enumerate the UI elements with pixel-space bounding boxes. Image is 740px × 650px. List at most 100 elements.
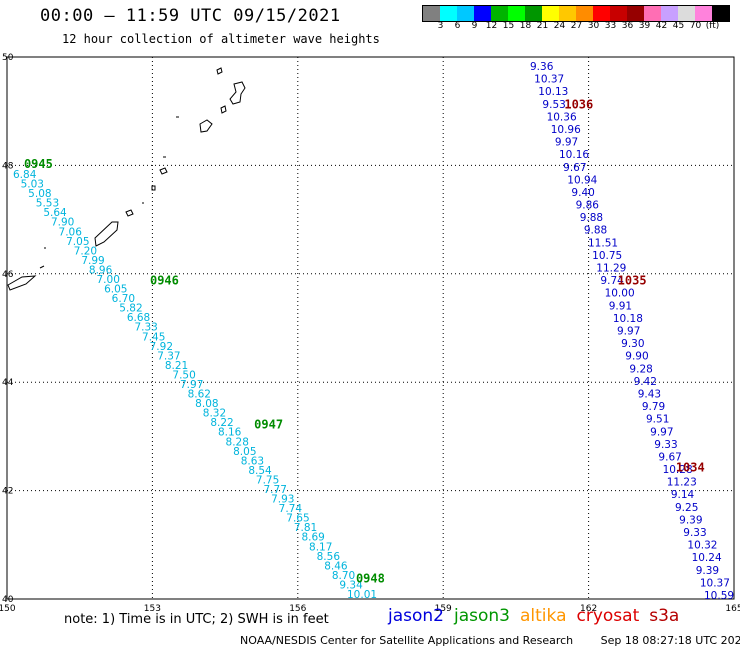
wave-height-value: 5.82 — [119, 303, 142, 315]
wave-height-value: 7.33 — [134, 322, 157, 334]
wave-height-value: 7.74 — [279, 503, 303, 515]
lat-tick-label: 44 — [2, 378, 14, 388]
wave-height-value: 8.69 — [301, 532, 324, 544]
lon-tick-label: 150 — [0, 604, 16, 614]
colorbar-label: 15 — [502, 21, 515, 31]
map-frame — [6, 56, 735, 600]
wave-height-value: 8.63 — [241, 455, 264, 467]
wave-height-value: 10.75 — [592, 250, 622, 262]
wave-height-value: 5.53 — [36, 198, 59, 210]
time-label: 0945 — [24, 157, 53, 171]
wave-height-value: 9.39 — [679, 514, 702, 526]
wave-height-value: 7.97 — [180, 379, 203, 391]
legend-s3a: s3a — [649, 606, 680, 626]
island-13 — [39, 265, 45, 269]
wave-height-value: 9.43 — [638, 388, 661, 400]
wave-height-value: 9.51 — [646, 414, 669, 426]
credit-text: NOAA/NESDIS Center for Satellite Applica… — [240, 634, 574, 647]
wave-height-value: 9.97 — [617, 326, 640, 338]
island-10 — [125, 209, 134, 217]
wave-height-value: 10.96 — [551, 124, 581, 136]
wave-height-value: 8.21 — [165, 360, 188, 372]
island-2 — [229, 81, 246, 105]
wave-height-value: 7.81 — [294, 522, 317, 534]
wave-height-value: 7.92 — [150, 341, 173, 353]
wave-height-value: 10.16 — [559, 149, 589, 161]
wave-height-value: 8.28 — [226, 436, 249, 448]
wave-height-value: 8.05 — [233, 446, 256, 458]
wave-height-value: 6.70 — [112, 293, 135, 305]
colorbar-swatch — [712, 6, 729, 21]
wave-height-value: 10.13 — [538, 86, 568, 98]
colorbar-swatch — [491, 6, 508, 21]
wave-height-value: 10.01 — [347, 589, 377, 601]
wave-height-value: 6.05 — [104, 284, 127, 296]
colorbar-swatch — [678, 6, 695, 21]
wave-height-value: 9.74 — [600, 275, 624, 287]
colorbar-swatch — [593, 6, 610, 21]
wave-height-value: 7.37 — [157, 350, 180, 362]
wave-height-value: 7.99 — [81, 255, 104, 267]
wave-height-value: 10.94 — [567, 174, 597, 186]
time-label: 0946 — [150, 274, 179, 288]
wave-height-value: 9.30 — [621, 338, 644, 350]
colorbar-label: 12 — [485, 21, 498, 31]
wave-height-value: 10.24 — [692, 552, 722, 564]
time-label: 1035 — [618, 274, 647, 288]
legend-jason3: jason3 — [454, 606, 510, 626]
wave-height-value: 5.03 — [21, 179, 44, 191]
lon-tick-label: 162 — [580, 604, 597, 614]
wave-height-value: 8.46 — [324, 560, 348, 572]
wave-height-value: 10.18 — [613, 313, 643, 325]
island-7 — [159, 167, 168, 175]
wave-height-value: 9.67 — [658, 451, 681, 463]
colorbar-swatch — [627, 6, 644, 21]
lat-tick-label: 42 — [2, 487, 13, 497]
lat-tick-label: 50 — [2, 53, 14, 63]
colorbar-swatch — [440, 6, 457, 21]
wave-height-value: 7.93 — [271, 494, 294, 506]
wave-height-value: 5.64 — [43, 207, 67, 219]
lon-tick-label: 153 — [144, 604, 161, 614]
satellite-legend: jason2 jason3 altika cryosat s3a — [388, 606, 689, 626]
wave-height-value: 9.33 — [683, 527, 706, 539]
wave-height-value: 9.14 — [671, 489, 695, 501]
wave-height-value: 9.88 — [584, 225, 607, 237]
wave-height-value: 8.96 — [89, 264, 113, 276]
wave-height-value: 9.86 — [576, 200, 600, 212]
colorbar-swatch — [576, 6, 593, 21]
colorbar-label: 33 — [604, 21, 617, 31]
colorbar-label: 21 — [536, 21, 549, 31]
wave-height-value: 8.70 — [332, 570, 355, 582]
wave-height-value: 6.84 — [13, 169, 37, 181]
wave-height-value: 7.65 — [286, 513, 309, 525]
legend-jason2: jason2 — [388, 606, 444, 626]
lon-tick-label: 159 — [435, 604, 452, 614]
wave-height-value: 7.90 — [51, 217, 74, 229]
wave-height-value: 9.79 — [642, 401, 665, 413]
island-4 — [199, 119, 213, 133]
colorbar-label: 30 — [587, 21, 600, 31]
wave-height-value: 8.22 — [210, 417, 233, 429]
wave-height-value: 7.06 — [59, 226, 83, 238]
wave-height-value: 9.67 — [563, 162, 586, 174]
colorbar-swatch — [474, 6, 491, 21]
colorbar-swatch — [457, 6, 474, 21]
coastline — [7, 67, 246, 291]
wave-height-value: 10.36 — [547, 111, 577, 123]
page-subtitle: 12 hour collection of altimeter wave hei… — [62, 32, 380, 46]
footer: NOAA/NESDIS Center for Satellite Applica… — [240, 634, 740, 647]
lat-tick-label: 48 — [2, 161, 14, 171]
wave-height-value: 7.05 — [66, 236, 89, 248]
wave-height-value: 9.34 — [339, 579, 363, 591]
wave-height-value: 9.25 — [675, 502, 698, 514]
island-3 — [220, 105, 227, 114]
lat-tick-label: 40 — [2, 595, 14, 605]
colorbar-label: 27 — [570, 21, 583, 31]
time-label: 1034 — [676, 461, 705, 475]
wave-height-value: 9.53 — [542, 99, 565, 111]
time-label: 0947 — [254, 417, 283, 431]
wave-height-value: 8.32 — [203, 408, 226, 420]
colorbar-label: 24 — [553, 21, 566, 31]
